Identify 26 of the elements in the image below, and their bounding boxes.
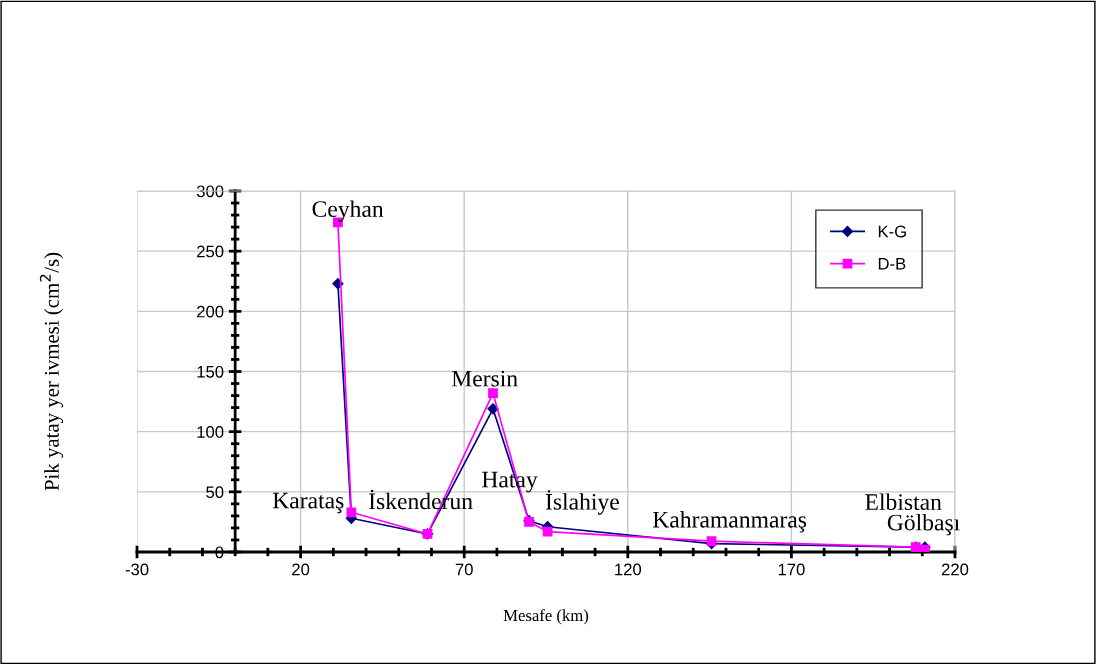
x-tick-label: -30 xyxy=(125,563,149,576)
annotation: Elbistan xyxy=(865,493,942,511)
point xyxy=(346,507,357,518)
annotation: Mersin xyxy=(451,370,518,387)
y-tick-label: 200 xyxy=(197,305,224,318)
annotation: Ceyhan xyxy=(312,200,384,222)
x-tick-label: 120 xyxy=(615,563,642,576)
x-tick-label: 70 xyxy=(455,563,473,576)
annotation: Gölbaşı xyxy=(887,513,960,536)
annotation: Karataş xyxy=(272,492,344,514)
annotation: Kahramanmaraş xyxy=(652,511,807,533)
x-tick-label: 20 xyxy=(292,563,310,576)
y-axis-title: Pik yatay yer ivmesi (cm$^{2}$/s) xyxy=(39,252,64,491)
legend-label: K-G xyxy=(878,225,906,238)
x-axis-title: Mesafe (km) xyxy=(503,609,589,625)
y-tick-label: 100 xyxy=(197,426,224,438)
annotation: İslahiye xyxy=(545,490,619,515)
y-tick-label: 250 xyxy=(197,245,224,258)
x-tick-label: 170 xyxy=(778,563,805,576)
legend-label: D-B xyxy=(878,257,906,270)
y-tick-label: 150 xyxy=(197,365,224,378)
y-tick-label: 50 xyxy=(206,486,224,499)
y-tick-label: 300 xyxy=(196,185,224,198)
x-tick-label: 220 xyxy=(941,563,969,576)
point xyxy=(488,388,498,399)
point xyxy=(487,403,499,415)
